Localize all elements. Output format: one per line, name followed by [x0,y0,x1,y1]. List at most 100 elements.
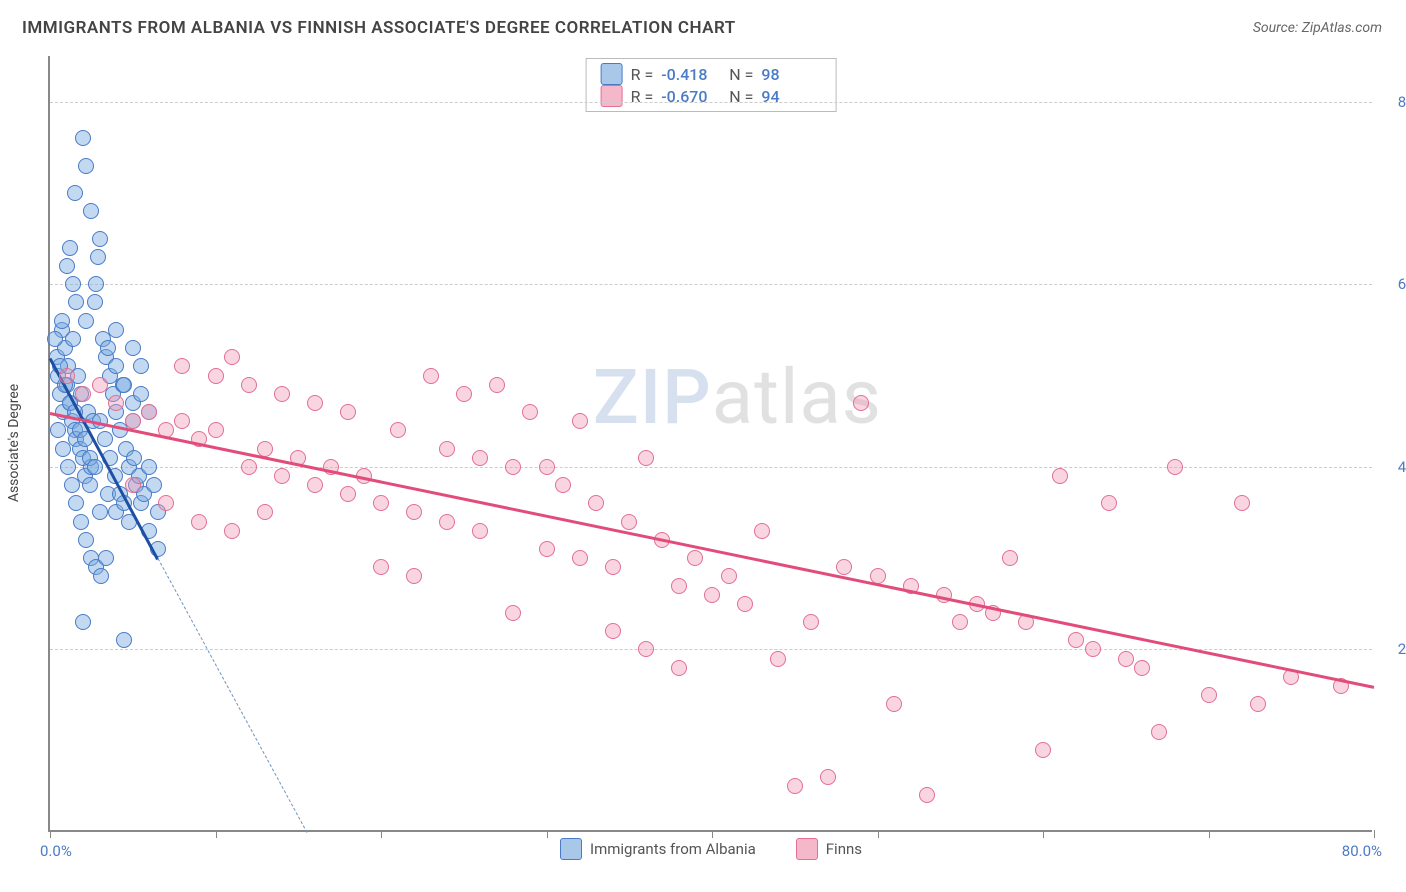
data-point [274,468,290,484]
trend-line [50,412,1375,689]
data-point [108,358,124,374]
data-point [472,523,488,539]
correlation-legend: R = -0.418 N = 98 R = -0.670 N = 94 [586,58,837,112]
data-point [1134,660,1150,676]
data-point [146,477,162,493]
data-point [65,331,81,347]
data-point [92,377,108,393]
data-point [274,386,290,402]
data-point [208,368,224,384]
data-point [406,568,422,584]
watermark: ZIPatlas [593,352,882,442]
data-point [638,450,654,466]
y-tick-label: 60.0% [1378,275,1406,293]
data-point [423,368,439,384]
data-point [539,541,555,557]
gridline [50,649,1372,650]
data-point [439,441,455,457]
data-point [55,441,71,457]
data-point [97,431,113,447]
data-point [373,495,389,511]
data-point [83,203,99,219]
data-point [919,787,935,803]
data-point [1085,641,1101,657]
data-point [555,477,571,493]
data-point [886,696,902,712]
data-point [687,550,703,566]
data-point [75,614,91,630]
data-point [78,532,94,548]
data-point [307,395,323,411]
data-point [1250,696,1266,712]
data-point [47,331,63,347]
x-tick [216,830,217,838]
scatter-plot: Associate's Degree ZIPatlas R = -0.418 N… [48,56,1372,832]
data-point [704,587,720,603]
data-point [373,559,389,575]
data-point [803,614,819,630]
data-point [158,495,174,511]
data-point [75,386,91,402]
data-point [125,340,141,356]
data-point [92,504,108,520]
legend-item: Immigrants from Albania [560,838,756,860]
data-point [191,514,207,530]
data-point [390,422,406,438]
legend-row-albania: R = -0.418 N = 98 [601,63,822,85]
legend-swatch [796,838,818,860]
data-point [572,413,588,429]
data-point [92,231,108,247]
x-tick [1209,830,1210,838]
data-point [1118,651,1134,667]
data-point [64,477,80,493]
data-point [108,395,124,411]
data-point [133,358,149,374]
data-point [133,386,149,402]
data-point [1052,468,1068,484]
data-point [836,559,852,575]
data-point [621,514,637,530]
data-point [87,459,103,475]
swatch-albania [601,63,623,85]
data-point [1035,742,1051,758]
data-point [224,349,240,365]
data-point [505,605,521,621]
data-point [54,313,70,329]
legend-label: Finns [826,840,862,858]
data-point [257,441,273,457]
data-point [588,495,604,511]
data-point [98,550,114,566]
x-axis-max-label: 80.0% [1342,842,1382,860]
data-point [539,459,555,475]
data-point [522,404,538,420]
data-point [78,313,94,329]
data-point [141,404,157,420]
x-tick [1374,830,1375,838]
data-point [638,641,654,657]
x-tick [878,830,879,838]
data-point [141,459,157,475]
data-point [721,568,737,584]
data-point [75,130,91,146]
data-point [1068,632,1084,648]
data-point [68,495,84,511]
data-point [853,395,869,411]
data-point [257,504,273,520]
data-point [93,568,109,584]
data-point [65,276,81,292]
data-point [489,377,505,393]
gridline [50,102,1372,103]
data-point [439,514,455,530]
data-point [125,413,141,429]
data-point [605,559,621,575]
y-axis-title: Associate's Degree [6,384,22,502]
data-point [73,514,89,530]
y-tick-label: 40.0% [1378,458,1406,476]
data-point [67,185,83,201]
x-tick [1043,830,1044,838]
legend-swatch [560,838,582,860]
data-point [340,404,356,420]
data-point [126,450,142,466]
data-point [572,550,588,566]
y-tick-label: 20.0% [1378,640,1406,658]
